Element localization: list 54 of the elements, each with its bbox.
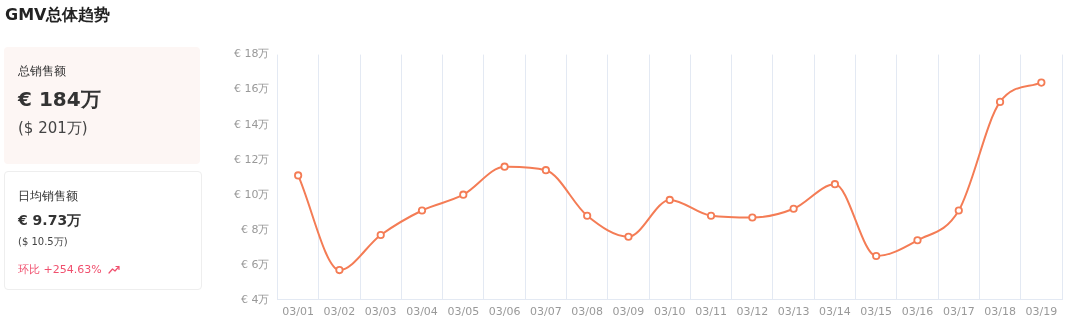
x-tick-label: 03/05: [447, 305, 480, 319]
point: [459, 190, 468, 199]
x-tick-label: 03/03: [364, 305, 397, 319]
x-tick-label: 03/10: [653, 305, 686, 319]
y-tick-label: € 6万: [240, 257, 270, 271]
y-tick-label: € 16万: [233, 82, 270, 96]
point: [583, 211, 592, 220]
point: [541, 166, 550, 175]
y-tick-label: € 14万: [233, 117, 270, 131]
text: € 9.73万: [18, 212, 82, 230]
point: [830, 180, 840, 189]
y-tick-label: € 10万: [233, 187, 270, 201]
x-tick-label: 03/02: [323, 305, 356, 319]
point: [913, 236, 922, 245]
x-tick-label: 03/11: [695, 305, 727, 319]
point: [954, 206, 963, 215]
point: [789, 204, 798, 213]
point: [294, 171, 303, 180]
text: ($ 201万): [18, 119, 88, 138]
x-tick-label: 03/09: [612, 305, 645, 319]
point: [748, 213, 757, 222]
point: [376, 230, 385, 240]
point: [335, 265, 344, 275]
text: 总销售额: [18, 63, 66, 80]
x-tick-label: 03/01: [282, 305, 314, 319]
x-tick-label: 03/18: [984, 305, 1016, 319]
x-tick-label: 03/16: [901, 305, 934, 319]
text: 环比 +254.63%: [18, 262, 102, 277]
point: [624, 232, 633, 241]
y-tick-label: € 8万: [240, 222, 270, 236]
y-tick-label: € 4万: [240, 292, 270, 306]
x-tick-label: 03/15: [860, 305, 893, 319]
x-tick-label: 03/04: [406, 305, 438, 319]
x-tick-label: 03/08: [571, 305, 604, 319]
point: [417, 206, 427, 215]
x-tick-label: 03/12: [736, 305, 769, 319]
point: [665, 195, 674, 205]
x-tick-label: 03/07: [530, 305, 562, 319]
x-tick-label: 03/13: [777, 305, 810, 319]
text: 日均销售额: [18, 188, 78, 205]
text: GMV总体趋势: [5, 5, 111, 26]
point: [706, 211, 716, 220]
x-tick-label: 03/14: [819, 305, 851, 319]
point: [500, 162, 509, 171]
point: [872, 251, 881, 261]
x-tick-label: 03/17: [942, 305, 975, 319]
y-tick-label: € 12万: [233, 152, 270, 166]
x-tick-label: 03/19: [1025, 305, 1058, 319]
x-tick-label: 03/06: [488, 305, 521, 319]
point: [1037, 78, 1046, 87]
text: € 184万: [18, 86, 101, 113]
text: ($ 10.5万): [18, 235, 68, 249]
point: [995, 97, 1005, 106]
y-tick-label: € 18万: [233, 47, 270, 61]
